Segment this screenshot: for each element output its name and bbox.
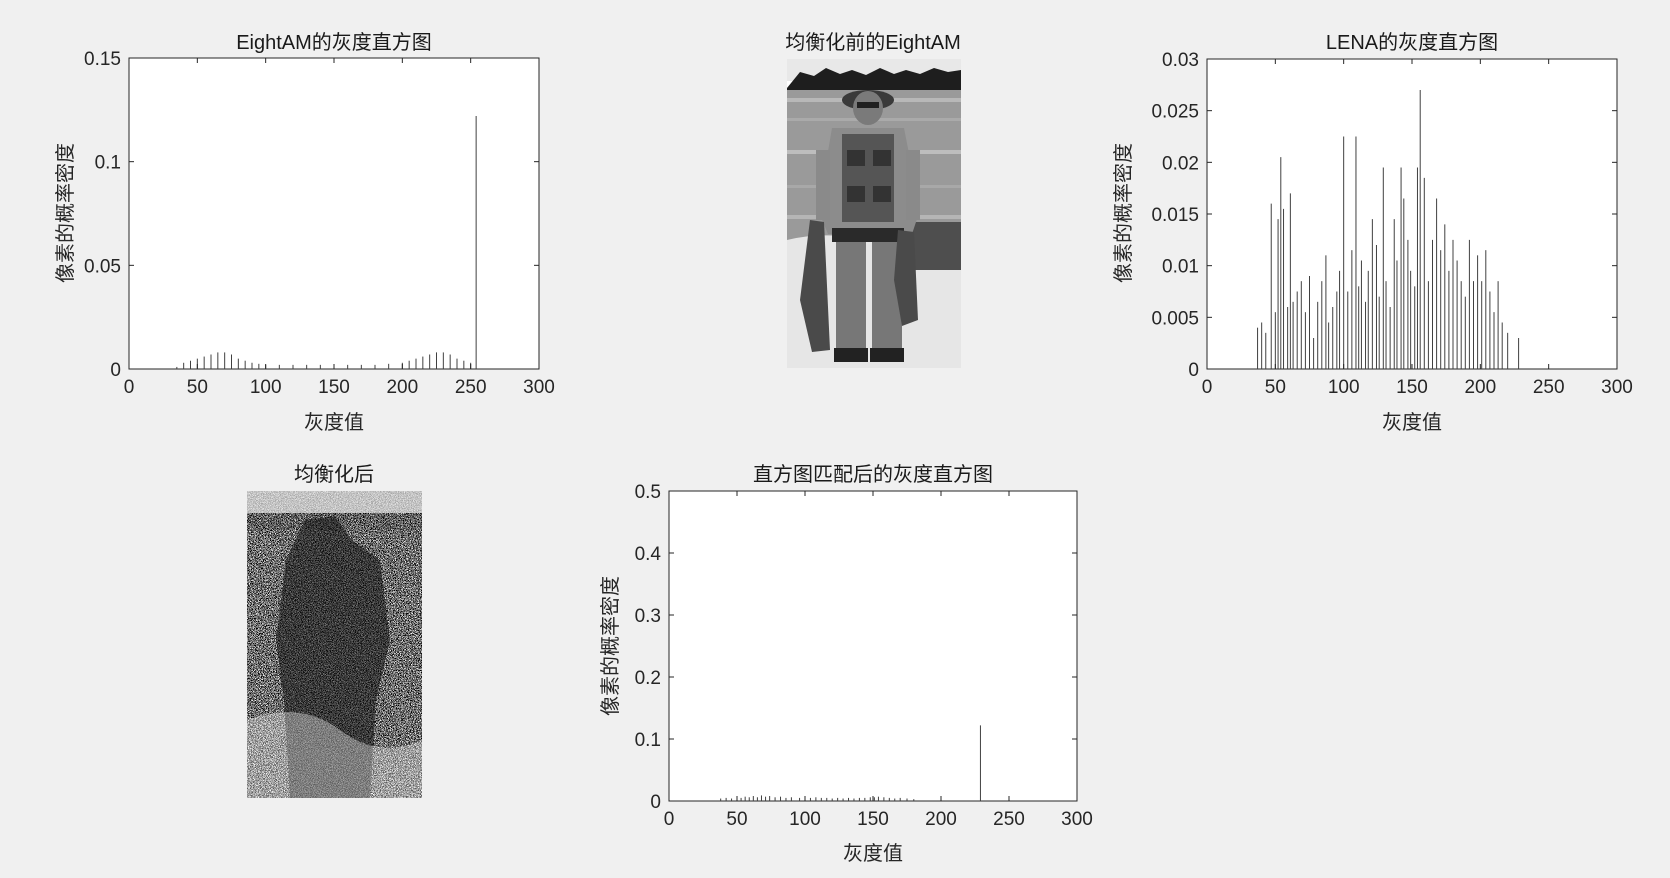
chart-title: EightAM的灰度直方图 bbox=[236, 31, 432, 54]
chart-title: 直方图匹配后的灰度直方图 bbox=[753, 463, 993, 486]
y-tick-label: 0.05 bbox=[84, 256, 121, 277]
image-title-before: 均衡化前的EightAM bbox=[785, 31, 961, 54]
x-tick-label: 100 bbox=[789, 809, 821, 830]
y-tick-label: 0.1 bbox=[95, 153, 121, 174]
plot-area bbox=[1206, 58, 1618, 370]
y-tick-label: 0.005 bbox=[1151, 308, 1199, 329]
x-tick-label: 300 bbox=[1601, 377, 1633, 398]
y-tick-label: 0 bbox=[1188, 360, 1199, 381]
chart-title: LENA的灰度直方图 bbox=[1326, 31, 1498, 54]
x-tick-label: 50 bbox=[726, 809, 747, 830]
y-tick-label: 0.01 bbox=[1162, 257, 1199, 278]
x-tick-label: 150 bbox=[1396, 377, 1428, 398]
image-after-equalization: 均衡化后 bbox=[247, 463, 422, 798]
image-title-after: 均衡化后 bbox=[294, 463, 374, 486]
y-tick-label: 0.15 bbox=[84, 49, 121, 70]
x-tick-label: 300 bbox=[1061, 809, 1093, 830]
y-tick-label: 0.1 bbox=[635, 730, 661, 751]
x-tick-label: 50 bbox=[1265, 377, 1286, 398]
x-axis-label: 灰度值 bbox=[1382, 411, 1442, 434]
photo-before bbox=[787, 59, 961, 368]
y-tick-label: 0.025 bbox=[1151, 102, 1199, 123]
x-tick-label: 0 bbox=[1202, 377, 1213, 398]
x-tick-label: 0 bbox=[664, 809, 675, 830]
y-tick-label: 0.3 bbox=[635, 606, 661, 627]
x-axis-ticks: 0 50 100 150 200 250 300 bbox=[664, 491, 1093, 830]
histogram-bars bbox=[176, 116, 477, 369]
y-tick-label: 0.2 bbox=[635, 668, 661, 689]
x-tick-label: 200 bbox=[1464, 377, 1496, 398]
x-axis-label: 灰度值 bbox=[304, 411, 364, 434]
x-tick-label: 250 bbox=[1533, 377, 1565, 398]
x-tick-label: 300 bbox=[523, 377, 555, 398]
x-tick-label: 150 bbox=[857, 809, 889, 830]
x-tick-label: 100 bbox=[250, 377, 282, 398]
y-axis-label: 像素的概率密度 bbox=[599, 576, 622, 716]
y-axis-label: 像素的概率密度 bbox=[1112, 143, 1135, 283]
photo-after bbox=[247, 491, 422, 798]
x-axis-label: 灰度值 bbox=[843, 842, 903, 865]
x-tick-label: 0 bbox=[124, 377, 135, 398]
matched-histogram: 0 50 100 150 200 250 300 0 0.1 0.2 0.3 0.4 0.5 直方图匹… bbox=[599, 463, 1093, 865]
y-axis-ticks: 0 0.005 0.01 0.015 0.02 0.025 0.03 bbox=[1151, 50, 1617, 381]
y-axis-label: 像素的概率密度 bbox=[54, 143, 77, 283]
eightam-histogram: 0 50 100 150 200 250 300 0 0.05 0.1 0.15 EightAM的… bbox=[54, 31, 555, 434]
y-tick-label: 0 bbox=[110, 360, 121, 381]
x-tick-label: 200 bbox=[386, 377, 418, 398]
x-axis-ticks: 0 50 100 150 200 250 300 bbox=[124, 58, 555, 398]
x-tick-label: 50 bbox=[187, 377, 208, 398]
x-tick-label: 250 bbox=[993, 809, 1025, 830]
y-tick-label: 0.5 bbox=[635, 482, 661, 503]
y-tick-label: 0.015 bbox=[1151, 205, 1199, 226]
plot-area bbox=[128, 57, 540, 370]
histogram-bars bbox=[1257, 90, 1520, 369]
y-tick-label: 0.03 bbox=[1162, 50, 1199, 71]
x-tick-label: 200 bbox=[925, 809, 957, 830]
x-tick-label: 250 bbox=[455, 377, 487, 398]
y-tick-label: 0 bbox=[650, 792, 661, 813]
y-tick-label: 0.4 bbox=[635, 544, 662, 565]
x-axis-ticks: 0 50 100 150 200 250 300 bbox=[1202, 59, 1633, 398]
lena-histogram: 0 50 100 150 200 250 300 0 0.005 0.01 0.015 0.02 0.… bbox=[1112, 31, 1633, 434]
y-axis-ticks: 0 0.1 0.2 0.3 0.4 0.5 bbox=[635, 482, 1077, 813]
histogram-bars bbox=[720, 725, 981, 801]
y-tick-label: 0.02 bbox=[1162, 153, 1199, 174]
image-before-equalization: 均衡化前的EightAM bbox=[785, 31, 961, 368]
y-axis-ticks: 0 0.05 0.1 0.15 bbox=[84, 49, 539, 381]
x-tick-label: 150 bbox=[318, 377, 350, 398]
plot-area bbox=[668, 490, 1078, 802]
x-tick-label: 100 bbox=[1328, 377, 1360, 398]
